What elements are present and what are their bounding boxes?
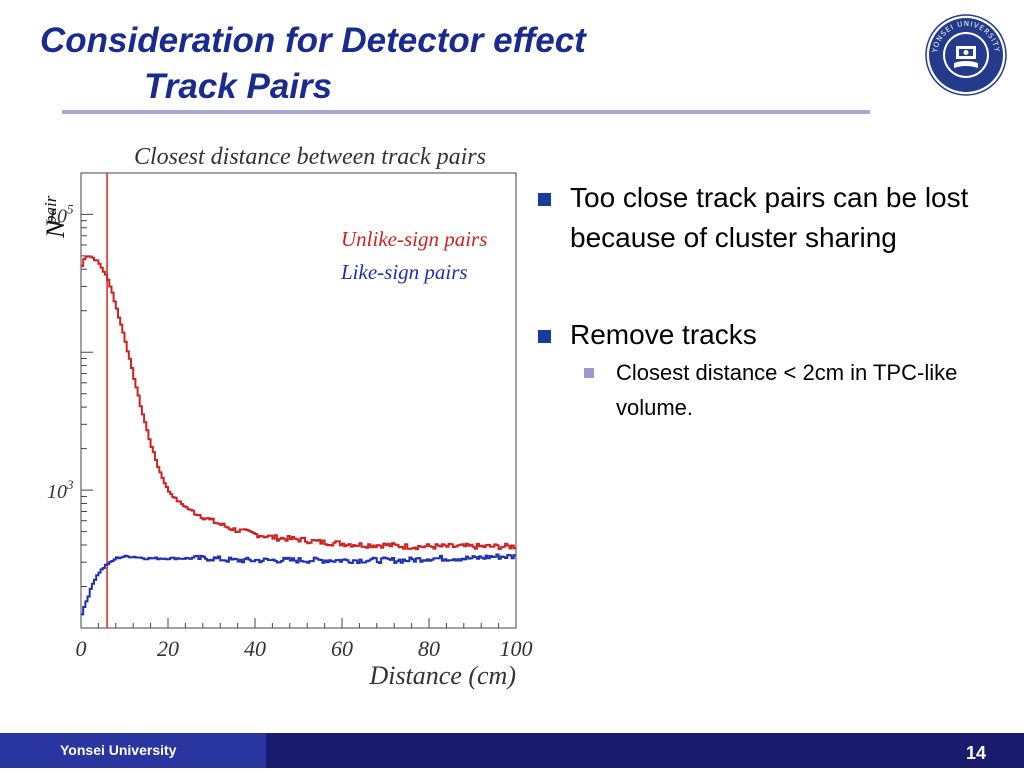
y-tick-label: 103: [47, 477, 74, 503]
x-tick-label: 80: [418, 636, 440, 661]
title-divider: [62, 110, 870, 114]
footer-bar: Yonsei University 14: [0, 733, 1024, 768]
sub-bullet-text: Closest distance < 2cm in TPC-like volum…: [616, 360, 958, 420]
x-tick-label: 40: [244, 636, 266, 661]
series-unlike-sign: [81, 255, 516, 551]
slide-title-line1: Consideration for Detector effect: [40, 21, 586, 60]
x-tick-labels: 0 20 40 60 80 100: [76, 636, 533, 661]
sub-bullet-item: Closest distance < 2cm in TPC-like volum…: [534, 355, 984, 425]
x-tick-label: 20: [157, 636, 179, 661]
svg-text:N: N: [41, 219, 70, 239]
plot-frame: [80, 172, 517, 629]
y-tick-label: 105: [47, 201, 74, 227]
y-axis-label: N pair: [41, 195, 70, 239]
legend-unlike-sign: Unlike-sign pairs: [341, 227, 487, 251]
slide-title: Consideration for Detector effect Track …: [40, 18, 586, 110]
university-seal-logo: YONSEI UNIVERSITY: [925, 14, 1007, 96]
bullet-item: Too close track pairs can be lost becaus…: [534, 178, 984, 258]
axis-ticks: [80, 213, 517, 629]
legend-like-sign: Like-sign pairs: [340, 260, 468, 284]
svg-text:pair: pair: [41, 195, 60, 225]
page-number: 14: [965, 743, 986, 763]
square-bullet-icon: [538, 193, 551, 206]
footer-institution: Yonsei University: [0, 733, 266, 768]
bullet-list: Too close track pairs can be lost becaus…: [534, 178, 984, 425]
series-like-sign: [81, 553, 516, 616]
histogram-chart: Closest distance between track pairs 0 20…: [41, 144, 533, 690]
x-axis-label: Distance (cm): [368, 661, 516, 690]
y-tick-labels: 103 105: [47, 201, 74, 503]
square-bullet-icon: [584, 368, 594, 378]
bullet-item: Remove tracks: [534, 315, 984, 355]
bullet-text: Too close track pairs can be lost becaus…: [570, 182, 969, 253]
x-tick-label: 0: [76, 636, 87, 661]
slide-title-line2: Track Pairs: [144, 67, 333, 106]
x-tick-label: 100: [500, 636, 533, 661]
x-tick-label: 60: [331, 636, 353, 661]
square-bullet-icon: [538, 330, 551, 343]
chart-title: Closest distance between track pairs: [134, 144, 486, 170]
bullet-text: Remove tracks: [570, 319, 757, 350]
